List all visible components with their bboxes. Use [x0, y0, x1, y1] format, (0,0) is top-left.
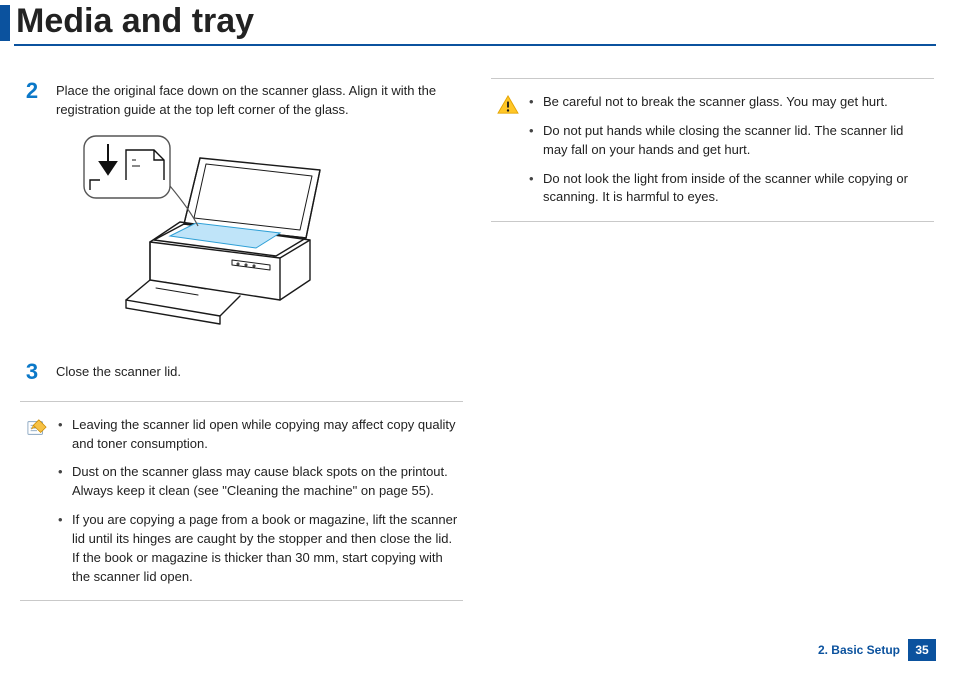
warning-block: Be careful not to break the scanner glas…	[491, 78, 934, 222]
step-2-text: Place the original face down on the scan…	[56, 80, 463, 120]
warning-list: Be careful not to break the scanner glas…	[529, 93, 930, 207]
step-3-number: 3	[20, 361, 44, 383]
right-column: Be careful not to break the scanner glas…	[491, 60, 934, 625]
title-underline	[14, 44, 936, 46]
step-3-text: Close the scanner lid.	[56, 361, 181, 383]
note-block-info: Leaving the scanner lid open while copyi…	[20, 401, 463, 602]
title-accent-bar	[0, 5, 10, 41]
note-item: If you are copying a page from a book or…	[58, 511, 459, 586]
footer-chapter: 2. Basic Setup	[818, 643, 900, 657]
page-title: Media and tray	[16, 2, 254, 41]
warning-item: Do not look the light from inside of the…	[529, 170, 930, 208]
note-icon	[26, 418, 48, 438]
step-2-number: 2	[20, 80, 44, 120]
note-item: Dust on the scanner glass may cause blac…	[58, 463, 459, 501]
footer-page-number: 35	[908, 639, 936, 661]
warning-icon	[497, 95, 519, 115]
left-column: 2 Place the original face down on the sc…	[20, 60, 463, 625]
note-list-info: Leaving the scanner lid open while copyi…	[58, 416, 459, 587]
scanner-diagram	[70, 130, 330, 350]
content-columns: 2 Place the original face down on the sc…	[20, 60, 934, 625]
note-item: Leaving the scanner lid open while copyi…	[58, 416, 459, 454]
warning-item: Be careful not to break the scanner glas…	[529, 93, 930, 112]
step-2: 2 Place the original face down on the sc…	[20, 80, 463, 120]
title-bar: Media and tray	[0, 0, 254, 44]
footer: 2. Basic Setup 35	[818, 639, 936, 661]
warning-item: Do not put hands while closing the scann…	[529, 122, 930, 160]
step-3: 3 Close the scanner lid.	[20, 361, 463, 383]
